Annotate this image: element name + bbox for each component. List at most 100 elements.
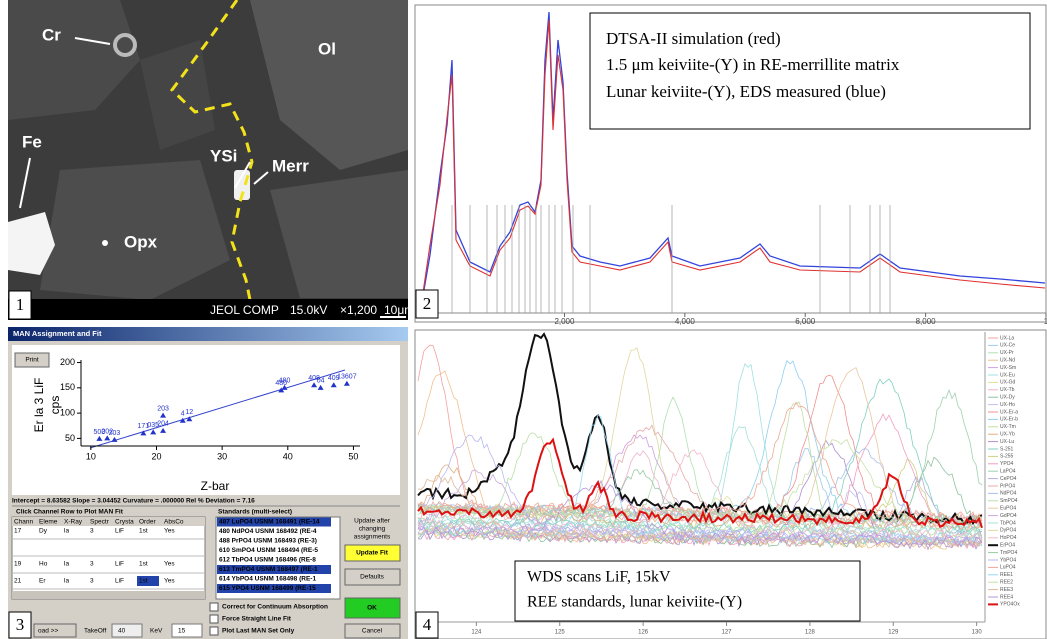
legend-label: UX-Ce bbox=[1000, 343, 1015, 349]
table-cell: Ho bbox=[39, 561, 48, 568]
scan-curve bbox=[417, 474, 983, 548]
y-tick-label: 50 bbox=[65, 433, 75, 443]
x-tick-label: 6,000 bbox=[795, 317, 816, 326]
point bbox=[160, 427, 167, 433]
footer-text: 10μm bbox=[384, 303, 414, 317]
checkbox[interactable] bbox=[209, 602, 219, 612]
table-cell: Er bbox=[39, 578, 46, 585]
point bbox=[96, 435, 103, 441]
button-label: Print bbox=[25, 357, 39, 364]
x-tick-label: 124 bbox=[471, 630, 482, 636]
plot-area bbox=[12, 345, 400, 495]
x-tick-label: 30 bbox=[217, 451, 227, 461]
legend-label: REE2 bbox=[1000, 580, 1013, 586]
table-cell: Yes bbox=[164, 578, 175, 585]
point-label: 480 bbox=[275, 380, 287, 387]
cancel-button[interactable] bbox=[344, 623, 401, 639]
legend-label: UX-Lu bbox=[1000, 439, 1014, 445]
label: Ol bbox=[318, 39, 336, 58]
update-button[interactable] bbox=[344, 544, 401, 562]
checkbox-label: Correct for Continuum Absorption bbox=[222, 604, 328, 611]
point bbox=[104, 435, 111, 441]
button-label: OK bbox=[367, 605, 377, 612]
point-label: 035 bbox=[147, 422, 159, 429]
kev-input[interactable] bbox=[171, 623, 203, 638]
checkbox[interactable] bbox=[209, 614, 219, 624]
table-cell: 1st bbox=[139, 528, 148, 535]
grain bbox=[40, 160, 230, 300]
takeoff-input[interactable] bbox=[111, 623, 143, 638]
table-header-cell: Eleme bbox=[39, 519, 58, 526]
table-cell: la bbox=[64, 561, 69, 568]
table-cell: 3 bbox=[90, 561, 94, 568]
table-cell: LiF bbox=[115, 578, 124, 585]
legend-label: REE4 bbox=[1000, 594, 1013, 600]
point-label: 4 bbox=[181, 411, 185, 418]
point-label: 13607 bbox=[337, 374, 357, 381]
grain bbox=[140, 40, 215, 150]
legend-label: S-251 bbox=[1000, 446, 1014, 452]
panel-number: 4 bbox=[423, 615, 432, 634]
x-tick-label: 1 bbox=[1044, 317, 1047, 326]
kev-value: 15 bbox=[178, 628, 186, 635]
label: Fe bbox=[22, 132, 42, 151]
legend-label: ErPO4 bbox=[1000, 543, 1015, 549]
cr-grain bbox=[113, 33, 137, 57]
load-button[interactable] bbox=[33, 623, 77, 638]
text-box bbox=[514, 560, 861, 622]
legend-label: S-255 bbox=[1000, 454, 1014, 460]
x-tick-label: 10 bbox=[86, 451, 96, 461]
table-header-cell: Order bbox=[139, 519, 156, 526]
window-title: MAN Assignment and Fit bbox=[13, 329, 102, 338]
box-text: WDS scans LiF, 15kV bbox=[527, 569, 671, 586]
legend-label: LuPO4 bbox=[1000, 565, 1016, 571]
table-cell: Dy bbox=[39, 528, 48, 535]
scan-curve bbox=[417, 490, 983, 546]
y-label: Er la 3 LiF bbox=[32, 378, 46, 433]
table-cell: 21 bbox=[14, 578, 22, 585]
legend-label: UX-Tm bbox=[1000, 424, 1016, 430]
panel-2: DTSA-II simulation (red) 1.5 μm keiviite… bbox=[414, 4, 1047, 326]
defaults-button[interactable] bbox=[344, 568, 401, 586]
checkbox-label: Force Straight Line Fit bbox=[222, 616, 292, 623]
table-cell: 19 bbox=[14, 561, 22, 568]
legend-label: UX-Er-a bbox=[1000, 409, 1018, 415]
checkbox[interactable] bbox=[209, 626, 219, 636]
arrows bbox=[19, 37, 269, 209]
channel-table[interactable] bbox=[11, 516, 206, 600]
label: Merr bbox=[272, 156, 309, 175]
y-tick-label: 100 bbox=[60, 407, 75, 417]
grain bbox=[250, 0, 408, 170]
button-label: Cancel bbox=[362, 628, 383, 635]
legend-label: CePO4 bbox=[1000, 476, 1017, 482]
print-button[interactable] bbox=[14, 352, 50, 368]
legend-label: PrPO4 bbox=[1000, 483, 1015, 489]
ok-button[interactable] bbox=[344, 597, 401, 619]
footer-bar bbox=[8, 299, 408, 320]
table-cell: la bbox=[64, 528, 69, 535]
panel-number-box bbox=[415, 289, 439, 319]
footer-text: ×1,200 bbox=[340, 303, 377, 317]
point bbox=[111, 436, 118, 442]
point bbox=[150, 429, 157, 435]
scan-curve bbox=[417, 401, 983, 522]
point-label: 480 bbox=[279, 378, 291, 385]
x-tick-label: 40 bbox=[283, 451, 293, 461]
legend-label: UX-Eu bbox=[1000, 372, 1015, 378]
point bbox=[330, 382, 337, 388]
panel-3: MAN Assignment and Fit Print Er la 3 LiF… bbox=[8, 327, 408, 639]
legend-label: NdPO4 bbox=[1000, 491, 1017, 497]
text-box bbox=[589, 12, 1031, 130]
table-header-cell: AbsCo bbox=[164, 519, 184, 526]
footer-text: JEOL COMP bbox=[210, 303, 279, 317]
point-label: 203 bbox=[157, 405, 169, 412]
point bbox=[278, 387, 285, 393]
panel-number: 3 bbox=[16, 615, 25, 634]
fit-stats: Intercept = 8.63582 Slope = 3.04452 Curv… bbox=[12, 498, 255, 505]
note: assignments bbox=[354, 534, 391, 541]
scrollbar[interactable] bbox=[12, 591, 205, 599]
legend-label: LaPO4 bbox=[1000, 469, 1016, 475]
table-header-cell: X-Ray bbox=[64, 519, 83, 526]
